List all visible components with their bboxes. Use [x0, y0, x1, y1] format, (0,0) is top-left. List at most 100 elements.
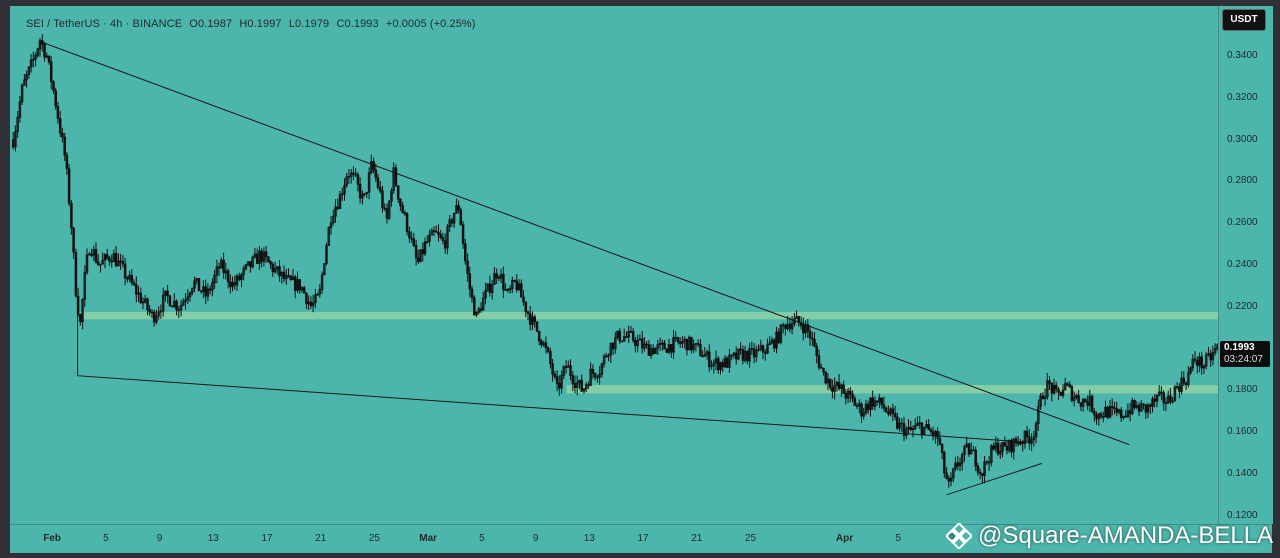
candle [349, 168, 353, 184]
candle [461, 221, 465, 249]
candle-body [1077, 395, 1080, 404]
candle [190, 287, 194, 296]
candle-body [1041, 395, 1045, 400]
candle-body [685, 338, 689, 351]
candle [88, 252, 91, 256]
candle-body [83, 272, 87, 300]
candle-body [768, 342, 771, 346]
candle-body [564, 366, 568, 369]
price-chart[interactable] [10, 6, 1218, 524]
candle-body [76, 295, 80, 315]
candle [1014, 436, 1018, 447]
candle [206, 283, 210, 302]
time-axis[interactable]: Feb 5 9 13 17 21 25 Mar 5 9 13 17 21 25 Apr 5 9 [10, 524, 1272, 553]
candle [766, 338, 769, 355]
candle-body [229, 281, 232, 288]
currency-button[interactable]: USDT [1222, 9, 1266, 31]
candle [665, 348, 669, 353]
candle [593, 372, 597, 381]
candle-body [741, 349, 745, 361]
candle [846, 388, 850, 403]
candle [1182, 371, 1186, 387]
candle-body [898, 422, 901, 429]
candle-body [92, 249, 96, 256]
candle [616, 330, 619, 340]
candle [166, 285, 169, 304]
candle-body [999, 450, 1002, 455]
candle [755, 345, 758, 363]
candle-body [1057, 388, 1060, 393]
candle-body [1088, 395, 1092, 407]
candle [1193, 351, 1197, 364]
candle [488, 275, 492, 297]
candle-body [298, 279, 301, 291]
candle [175, 299, 178, 316]
chart-panel[interactable]: SEI / TetherUS · 4h · BINANCE O0.1987 H0… [10, 6, 1218, 524]
candle-body [150, 311, 154, 314]
candle-body [49, 61, 53, 83]
candle-body [1187, 372, 1190, 385]
candle [468, 266, 472, 298]
candle [217, 262, 221, 276]
candle [358, 177, 362, 204]
candle-body [629, 331, 633, 333]
candle [788, 317, 792, 333]
candle [157, 306, 160, 320]
candle [1124, 410, 1127, 418]
candle-body [1133, 400, 1136, 408]
candle-body [56, 105, 60, 119]
candle-body [972, 449, 975, 452]
candle-body [766, 344, 769, 354]
candle-body [403, 212, 407, 215]
candle-body [264, 251, 268, 258]
candle [408, 226, 411, 243]
candle [305, 292, 308, 310]
candle [1072, 391, 1076, 407]
candle [264, 245, 268, 263]
candle [1155, 394, 1159, 408]
candle-body [238, 275, 241, 280]
candle-body [690, 336, 693, 351]
candle [67, 163, 71, 207]
resistance-zone [78, 311, 1218, 320]
candle [690, 336, 693, 354]
candle-body [1164, 402, 1168, 405]
candle [184, 293, 187, 310]
candle-body [611, 342, 615, 350]
candle-body [517, 283, 521, 291]
candle [320, 271, 324, 294]
candle-body [164, 290, 167, 296]
candle [790, 316, 794, 335]
candle-body [220, 259, 223, 269]
candle [670, 344, 673, 358]
candle [600, 362, 604, 378]
candle-body [419, 249, 422, 262]
candle [233, 275, 237, 290]
candle [699, 339, 702, 357]
candle [900, 418, 904, 432]
candle [815, 342, 818, 364]
candle-body [327, 227, 331, 246]
candle [148, 305, 151, 317]
candle [1202, 364, 1206, 374]
price-scale[interactable]: 0.3400 0.3200 0.3000 0.2800 0.2600 0.2400 0.22… [1218, 6, 1273, 524]
candle [741, 345, 745, 365]
candle [405, 212, 409, 236]
candle [770, 336, 774, 345]
candle-body [246, 261, 250, 266]
candle-body [141, 301, 145, 304]
candle-body [531, 316, 534, 325]
candle-body [817, 355, 821, 368]
candle-body [833, 385, 836, 392]
candle-body [1016, 442, 1020, 445]
candle [793, 312, 796, 327]
candle [871, 390, 874, 410]
candle [629, 325, 633, 333]
candle [81, 298, 84, 330]
candle [831, 379, 834, 399]
candle-body [497, 277, 501, 279]
candle [23, 74, 26, 86]
candle-body [121, 261, 125, 265]
candle-body [667, 344, 671, 353]
candle-body [976, 465, 980, 473]
